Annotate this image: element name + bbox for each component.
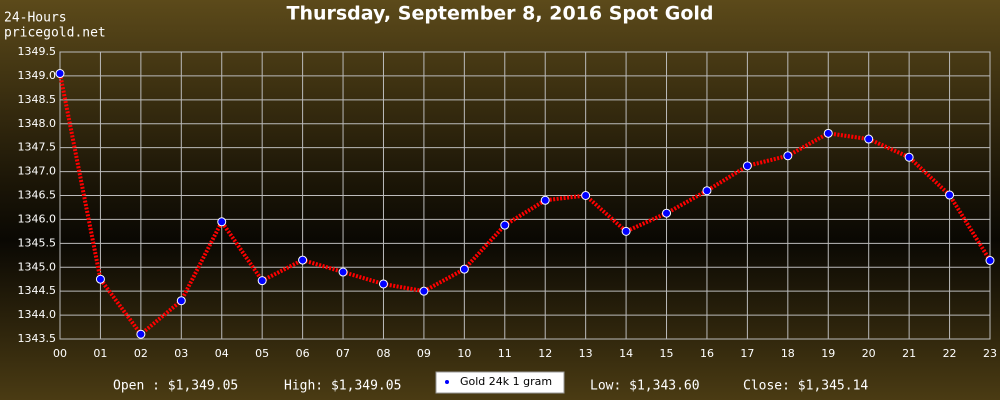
x-tick-label: 09 (417, 347, 431, 360)
x-tick-label: 08 (376, 347, 390, 360)
point (176, 296, 186, 306)
stat-label: Low: $1,343.60 (590, 379, 700, 394)
point (500, 220, 510, 230)
point (257, 276, 267, 286)
x-tick-label: 19 (821, 347, 835, 360)
point (136, 329, 146, 339)
corner-label: pricegold.net (4, 26, 106, 41)
stat-label: High: $1,349.05 (284, 379, 401, 394)
x-tick-label: 02 (134, 347, 148, 360)
x-tick-label: 15 (660, 347, 674, 360)
x-tick-label: 06 (296, 347, 310, 360)
point (783, 151, 793, 161)
legend-marker (445, 380, 449, 384)
point (702, 186, 712, 196)
x-tick-label: 12 (538, 347, 552, 360)
legend-label: Gold 24k 1 gram (460, 375, 552, 388)
x-tick-label: 16 (700, 347, 714, 360)
x-tick-label: 18 (781, 347, 795, 360)
x-tick-label: 11 (498, 347, 512, 360)
point (55, 69, 65, 79)
series-line (58, 73, 992, 338)
point (621, 226, 631, 236)
x-tick-label: 01 (93, 347, 107, 360)
x-tick-label: 22 (943, 347, 957, 360)
x-tick-label: 00 (53, 347, 67, 360)
point (904, 152, 914, 162)
y-tick-label: 1347.5 (18, 141, 57, 154)
x-tick-label: 13 (579, 347, 593, 360)
stat-label: Open : $1,349.05 (113, 379, 238, 394)
y-tick-label: 1346.5 (18, 189, 57, 202)
y-tick-label: 1343.5 (18, 332, 57, 345)
x-tick-label: 23 (983, 347, 997, 360)
x-tick-label: 17 (740, 347, 754, 360)
y-tick-label: 1347.0 (18, 165, 57, 178)
point (540, 195, 550, 205)
y-tick-label: 1348.0 (18, 117, 57, 130)
y-tick-label: 1349.5 (18, 45, 57, 58)
point (945, 190, 955, 200)
point (581, 191, 591, 200)
x-tick-label: 20 (862, 347, 876, 360)
point (338, 267, 348, 277)
x-tick-label: 04 (215, 347, 229, 360)
point (742, 161, 752, 171)
point (662, 208, 672, 218)
point (823, 128, 833, 138)
point (985, 256, 995, 266)
chart-title: Thursday, September 8, 2016 Spot Gold (286, 3, 713, 25)
x-tick-label: 14 (619, 347, 633, 360)
y-tick-label: 1344.5 (18, 284, 57, 297)
x-tick-label: 03 (174, 347, 188, 360)
stat-label: Close: $1,345.14 (743, 379, 868, 394)
x-tick-label: 05 (255, 347, 269, 360)
y-tick-label: 1346.0 (18, 212, 57, 225)
legend-box (435, 371, 565, 394)
y-tick-label: 1345.0 (18, 260, 57, 273)
y-tick-label: 1344.0 (18, 308, 57, 321)
x-tick-label: 07 (336, 347, 350, 360)
point (217, 217, 227, 227)
y-tick-label: 1348.5 (18, 93, 57, 106)
point (419, 286, 429, 296)
x-tick-label: 21 (902, 347, 916, 360)
y-tick-label: 1345.5 (18, 236, 57, 249)
point (378, 279, 388, 289)
point (298, 255, 308, 265)
point (864, 134, 874, 144)
y-tick-label: 1349.0 (18, 69, 57, 82)
point (459, 264, 469, 274)
point (95, 274, 105, 284)
corner-label: 24-Hours (4, 11, 67, 26)
x-tick-label: 10 (457, 347, 471, 360)
